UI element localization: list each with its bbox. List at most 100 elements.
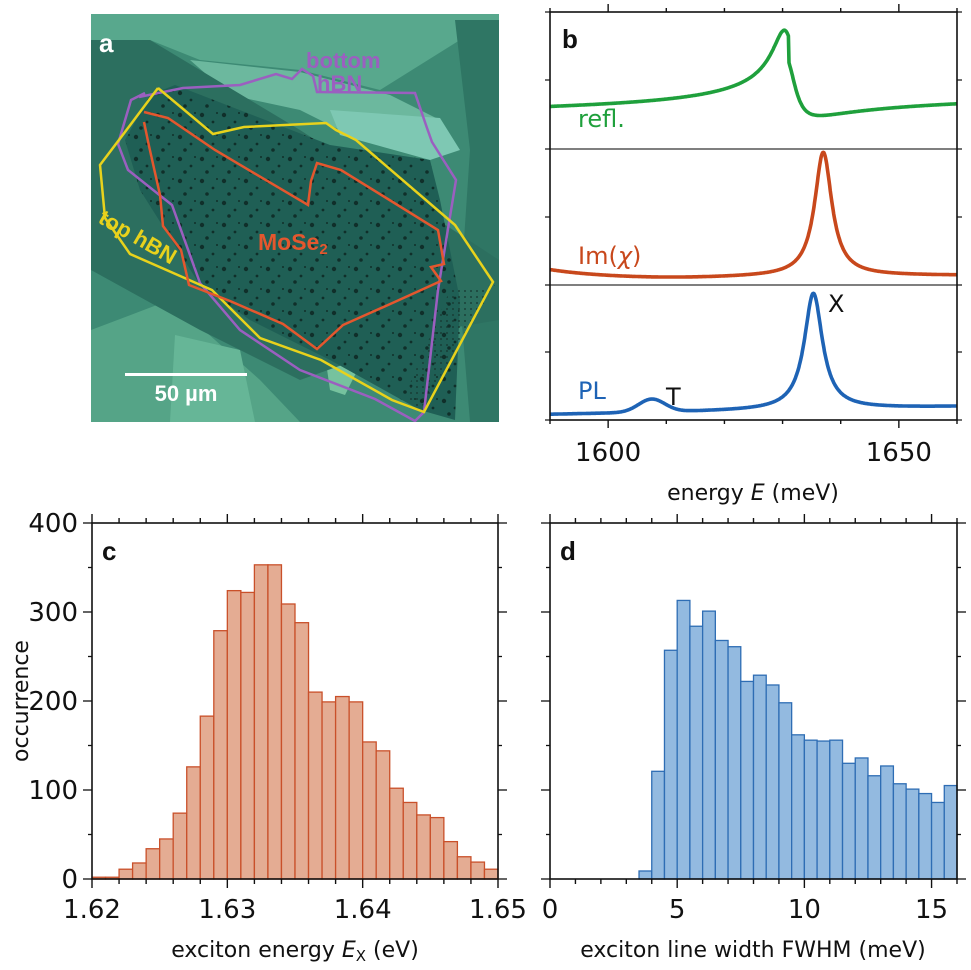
y-tick-label: 400 bbox=[28, 509, 78, 539]
flake-region bbox=[91, 14, 499, 90]
histogram-bar bbox=[226, 589, 242, 880]
panel-letter-b: b bbox=[562, 24, 578, 54]
histogram-bar bbox=[294, 622, 310, 880]
histogram-bar bbox=[483, 868, 499, 880]
histogram-bar bbox=[470, 861, 486, 880]
histogram-bar bbox=[199, 715, 215, 880]
x-tick-label: 1650 bbox=[866, 438, 932, 468]
series-line-im bbox=[548, 150, 959, 279]
bottom-hbn-outline bbox=[116, 67, 458, 422]
im-chi-close: ) bbox=[632, 242, 641, 270]
histogram-bar bbox=[267, 564, 283, 880]
histogram-bar bbox=[943, 784, 958, 880]
ticks-c bbox=[83, 514, 507, 888]
bottom-hbn-label-line1: bottom bbox=[306, 48, 381, 73]
panel-d-histogram: 0 5 10 15 d exciton line width FWHM (meV) bbox=[541, 514, 966, 963]
histogram-bar bbox=[443, 840, 459, 880]
im-chi-symbol: χ bbox=[616, 242, 633, 270]
histogram-bar bbox=[867, 775, 882, 880]
panel-letter-a: a bbox=[99, 28, 114, 58]
mose2-label-subscript: 2 bbox=[319, 241, 327, 258]
x-tick-labels-b: 1600 1650 bbox=[575, 438, 932, 468]
histogram-bar bbox=[321, 701, 337, 880]
x-ticks-b bbox=[545, 4, 962, 428]
ticks-d bbox=[541, 514, 966, 888]
x-axis-title-c: exciton energy EX (eV) bbox=[171, 938, 419, 965]
histogram-bar bbox=[905, 788, 920, 880]
bars-d bbox=[638, 599, 958, 880]
histogram-bar bbox=[131, 862, 147, 880]
histogram-bar bbox=[829, 739, 844, 880]
histogram-bar bbox=[240, 591, 256, 880]
x-tick-label: 1.62 bbox=[63, 895, 121, 925]
x-tick-label: 1600 bbox=[575, 438, 641, 468]
histogram-bar bbox=[389, 787, 404, 880]
x-tick-label: 10 bbox=[788, 895, 821, 925]
histogram-bar bbox=[816, 740, 831, 880]
spectra-curves bbox=[548, 28, 959, 417]
x-tick-label: 1.63 bbox=[198, 895, 256, 925]
scale-bar-label: 50 µm bbox=[155, 381, 218, 406]
mose2-label-main: MoSe bbox=[258, 229, 319, 255]
top-hbn-outline bbox=[98, 87, 495, 414]
scale-bar bbox=[125, 373, 247, 376]
y-tick-label: 300 bbox=[28, 598, 78, 628]
histogram-bar bbox=[841, 762, 856, 880]
mose2-label: MoSe2 bbox=[258, 229, 328, 258]
series-label-refl: refl. bbox=[578, 105, 625, 133]
bubbles bbox=[125, 85, 460, 420]
panel-b-spectra: 1600 1650 b refl. Im(χ) PL X T energy E (… bbox=[545, 4, 962, 506]
histogram-bar bbox=[930, 801, 945, 880]
x-axis-title-b-suffix: (meV) bbox=[765, 481, 839, 506]
histogram-bar bbox=[663, 649, 678, 880]
histogram-bar bbox=[253, 564, 269, 880]
series-label-pl: PL bbox=[578, 377, 606, 405]
flake-region bbox=[170, 335, 255, 422]
histogram-bar bbox=[186, 766, 201, 880]
histogram-bar bbox=[765, 684, 780, 880]
histogram-bar bbox=[689, 625, 704, 880]
annotation-exciton-X: X bbox=[828, 290, 844, 318]
bottom-hbn-label-line2: hBN bbox=[317, 71, 362, 96]
y-tick-label: 200 bbox=[28, 687, 78, 717]
x-axis-title-b-var: E bbox=[751, 481, 765, 506]
histogram-bar bbox=[159, 838, 174, 880]
histogram-bar bbox=[280, 603, 296, 880]
histogram-bar bbox=[727, 646, 742, 880]
bars-c bbox=[91, 564, 499, 880]
x-axis-title-c-suffix: (eV) bbox=[366, 938, 419, 963]
histogram-bar bbox=[456, 856, 472, 880]
panel-c-histogram: 1.62 1.63 1.64 1.65 0 100 200 300 400 c occurren… bbox=[9, 509, 527, 965]
histogram-bar bbox=[892, 783, 907, 880]
histogram-bar bbox=[651, 770, 666, 880]
panel-letter-d: d bbox=[560, 536, 576, 566]
histogram-bar bbox=[145, 848, 161, 880]
histogram-bar bbox=[362, 741, 377, 880]
y-tick-label: 0 bbox=[61, 865, 78, 895]
x-tick-label: 1.65 bbox=[469, 895, 527, 925]
plot-frame-b bbox=[549, 11, 958, 421]
histogram-bar bbox=[740, 680, 755, 880]
histogram-bar bbox=[880, 765, 895, 880]
x-tick-label: 15 bbox=[915, 895, 948, 925]
x-axis-title-d: exciton line width FWHM (meV) bbox=[580, 938, 925, 963]
y-axis-title-c: occurrence bbox=[9, 640, 34, 762]
y-tick-label: 100 bbox=[28, 776, 78, 806]
histogram-bar bbox=[638, 870, 653, 880]
histogram-bar bbox=[172, 812, 188, 880]
series-line-refl bbox=[548, 28, 959, 118]
histogram-bar bbox=[416, 814, 431, 880]
flake-region bbox=[330, 110, 460, 160]
series-label-im-chi: Im(χ) bbox=[578, 242, 641, 270]
x-tick-label: 1.64 bbox=[334, 895, 392, 925]
histogram-bar bbox=[676, 599, 691, 880]
histogram-bar bbox=[307, 691, 323, 880]
histogram-bar bbox=[854, 757, 869, 880]
histogram-bar bbox=[714, 639, 729, 880]
im-chi-main: Im( bbox=[578, 242, 618, 270]
histogram-bar bbox=[118, 868, 134, 880]
histogram-bar bbox=[803, 739, 818, 880]
tick-labels-c: 1.62 1.63 1.64 1.65 0 100 200 300 400 bbox=[28, 509, 527, 925]
histogram-bar bbox=[402, 801, 418, 880]
